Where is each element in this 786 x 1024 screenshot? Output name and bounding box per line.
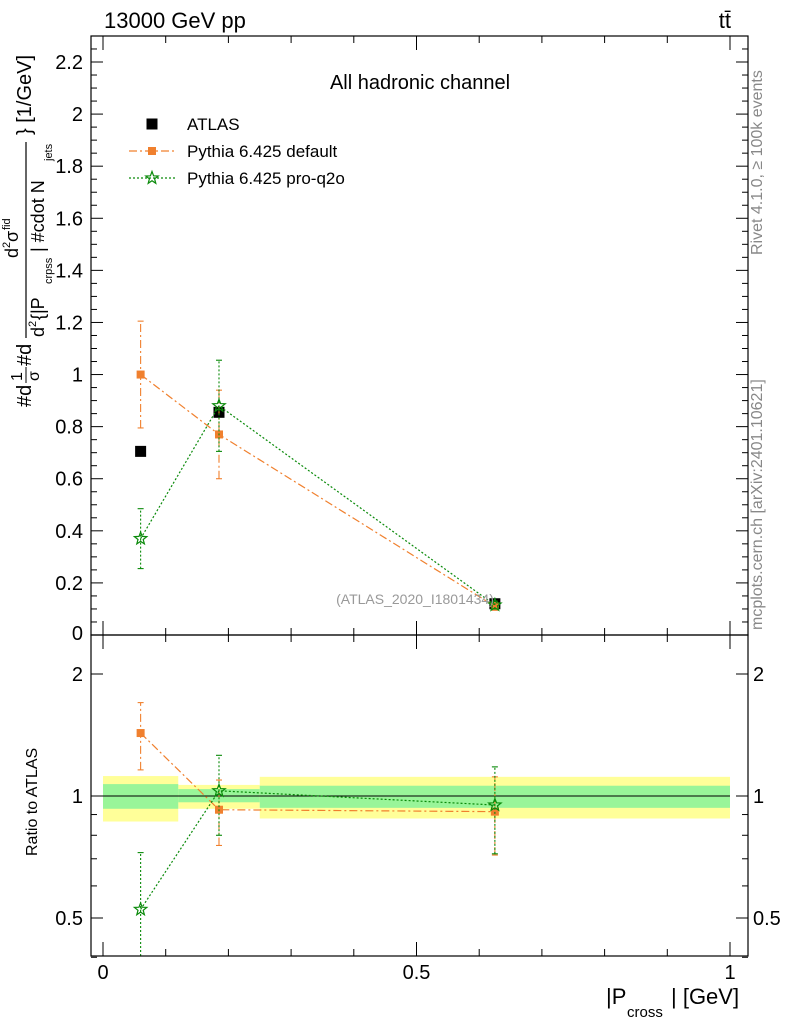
x-tick-label: 1 bbox=[724, 962, 735, 984]
ratio-axis-ticks: 0.5 0.5 1 1 2 2 0 0.5 1 bbox=[55, 635, 781, 984]
main-y-tick-label: 2 bbox=[72, 104, 83, 126]
main-axis-ticks: 0.2 0.4 0.6 0.8 1 1.2 1.4 1.6 1.8 2 2.2 0 bbox=[55, 36, 748, 645]
rivet-version-label: Rivet 4.1.0, ≥ 100k events bbox=[749, 70, 766, 255]
x-axis-label: |P cross | [GeV] bbox=[606, 984, 739, 1021]
main-plot-title: All hadronic channel bbox=[330, 72, 510, 94]
main-y-tick-label: 0.6 bbox=[55, 469, 83, 491]
main-data-point bbox=[135, 445, 147, 457]
legend-label: Pythia 6.425 default bbox=[187, 142, 338, 161]
ratio-plot-frame bbox=[90, 634, 749, 957]
y-label-den-sup: 2 bbox=[27, 321, 39, 327]
y-label-den-sub: crpss bbox=[43, 257, 55, 284]
energy-label: 13000 GeV pp bbox=[104, 8, 246, 33]
ratio-data-point bbox=[211, 782, 227, 798]
main-data-point bbox=[211, 397, 227, 413]
main-y-tick-label: 0.2 bbox=[55, 573, 83, 595]
y-label-num-text: d bbox=[2, 248, 22, 258]
main-y-tick-label: 1.2 bbox=[55, 312, 83, 334]
ratio-y-tick-label-right: 1 bbox=[753, 786, 764, 808]
ratio-y-tick-label-right: 0.5 bbox=[753, 908, 781, 930]
ratio-series bbox=[132, 702, 503, 956]
y-label-den-rest: | #cdot N bbox=[28, 180, 48, 252]
main-y-tick-label: 0.8 bbox=[55, 417, 83, 439]
main-y-tick-label: 2.2 bbox=[55, 52, 83, 74]
y-label-mid: #d bbox=[14, 344, 36, 366]
main-y-tick-label: 1 bbox=[72, 365, 83, 387]
x-label-post: | [GeV] bbox=[671, 984, 739, 1009]
main-y-axis-label: #d 1 σ #d d 2 σ fid d 2 {|P crpss | #cdo… bbox=[1, 55, 55, 407]
y-label-den-rest-sub: jets bbox=[43, 143, 55, 162]
y-label-num-sup: 2 bbox=[1, 242, 13, 248]
main-data-point bbox=[136, 370, 145, 379]
legend-marker bbox=[148, 147, 156, 155]
y-label-frac-num: 1 bbox=[9, 372, 26, 381]
ratio-data-point bbox=[136, 729, 145, 738]
ratio-series-line bbox=[140, 732, 495, 813]
x-label-pre: |P bbox=[606, 984, 626, 1009]
ratio-y-tick-label-right: 2 bbox=[753, 664, 764, 686]
y-label-num-sigma: σ bbox=[2, 231, 22, 242]
main-series-line bbox=[140, 374, 496, 607]
y-label-num-sigma-sup: fid bbox=[1, 218, 13, 230]
ratio-y-tick-label: 0.5 bbox=[55, 908, 83, 930]
reference-band bbox=[103, 776, 730, 822]
legend-marker bbox=[144, 169, 160, 185]
y-label-den-text: {|P bbox=[28, 297, 48, 320]
mcplots-label: mcplots.cern.ch [arXiv:2401.10621] bbox=[749, 379, 766, 630]
y-label-den-prefix: d bbox=[28, 327, 48, 337]
analysis-watermark: (ATLAS_2020_I1801434) bbox=[336, 591, 494, 607]
main-series-line bbox=[140, 404, 496, 606]
y-label-unit: } [1/GeV] bbox=[14, 55, 36, 135]
y-label-lead: #d bbox=[14, 385, 36, 407]
main-y-tick-label-zero: 0 bbox=[72, 623, 83, 645]
main-data-point bbox=[132, 530, 149, 546]
ratio-panel: 0.5 0.5 1 1 2 2 0 0.5 1 Ratio to ATLAS |P cross … bbox=[24, 634, 781, 1021]
main-panel: 0.2 0.4 0.6 0.8 1 1.2 1.4 1.6 1.8 2 2.2 0 All hadro… bbox=[1, 35, 749, 645]
main-data-point bbox=[487, 596, 503, 612]
main-y-tick-label: 1.6 bbox=[55, 208, 83, 230]
legend-label: Pythia 6.425 pro-q2o bbox=[187, 169, 345, 188]
legend-marker bbox=[146, 118, 158, 130]
ratio-y-tick-label: 1 bbox=[72, 786, 83, 808]
main-y-tick-label: 1.8 bbox=[55, 156, 83, 178]
ratio-data-point bbox=[132, 901, 149, 917]
x-label-sub: cross bbox=[627, 1004, 663, 1021]
x-tick-label: 0 bbox=[97, 962, 108, 984]
main-y-tick-label: 1.4 bbox=[55, 260, 83, 282]
legend: ATLAS Pythia 6.425 default Pythia 6.425 pr… bbox=[129, 115, 345, 188]
main-y-tick-label: 0.4 bbox=[55, 521, 83, 543]
y-label-frac-den: σ bbox=[26, 371, 43, 381]
ratio-data-point bbox=[490, 807, 499, 816]
main-data-point bbox=[490, 602, 499, 611]
ratio-y-axis-label: Ratio to ATLAS bbox=[24, 748, 41, 856]
process-label: tt̄ bbox=[719, 8, 731, 33]
ratio-y-tick-label: 2 bbox=[72, 664, 83, 686]
x-tick-label: 0.5 bbox=[403, 962, 431, 984]
legend-label: ATLAS bbox=[187, 115, 240, 134]
main-series bbox=[132, 320, 503, 612]
ratio-data-point bbox=[487, 796, 503, 812]
